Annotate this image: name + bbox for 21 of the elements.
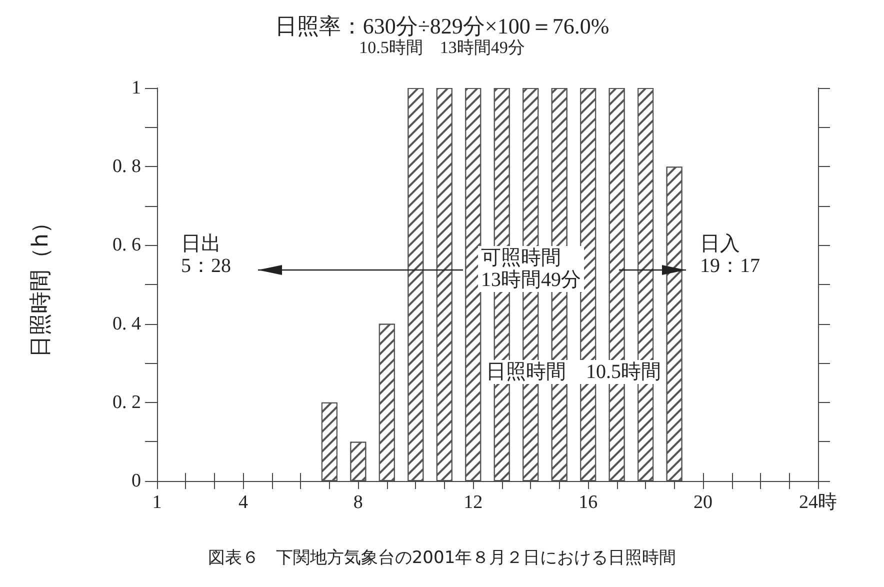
annotation: 日入 19：17 xyxy=(700,233,760,277)
y-tick-label: 0. 6 xyxy=(112,234,141,256)
y-tick-label: 0. 2 xyxy=(112,392,141,413)
x-tick-label: 8 xyxy=(353,492,363,513)
y-tick-label: 1 xyxy=(132,78,141,98)
annotation: 日照時間 10.5時間 xyxy=(486,361,661,383)
x-tick-label: 24時 xyxy=(799,492,837,513)
y-tick-label: 0. 8 xyxy=(112,156,141,178)
text: 図表６ 下関地方気象台の2001年８月２日における日照時間 xyxy=(208,548,676,568)
chart-title: 日照率：630分÷829分×100＝76.0% xyxy=(274,14,610,38)
x-tick-label: 16 xyxy=(578,492,598,513)
y-tick-label: 0. 4 xyxy=(112,313,142,334)
annotation: 可照時間 13時間49分 xyxy=(481,247,581,291)
y-axis-title: 日照時間（h） xyxy=(28,212,54,358)
chart-subtitle: 10.5時間 13時間49分 xyxy=(359,38,525,57)
x-tick-label: 20 xyxy=(694,492,713,513)
annotation: 日出 5：28 xyxy=(181,233,231,277)
x-tick-label: 1 xyxy=(152,492,162,513)
x-tick-label: 12 xyxy=(464,492,483,513)
x-tick-label: 4 xyxy=(238,492,248,513)
y-tick-label: 0 xyxy=(132,470,141,492)
